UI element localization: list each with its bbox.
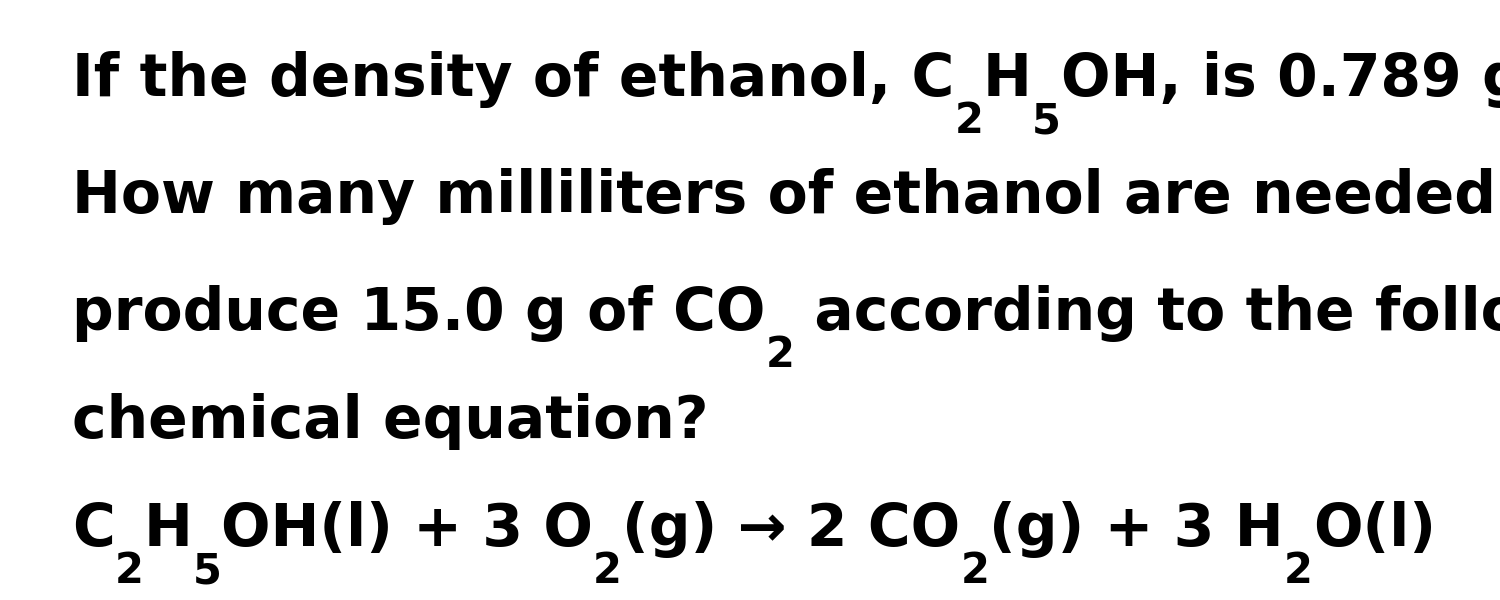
- Text: OH(l) + 3 O: OH(l) + 3 O: [222, 501, 592, 558]
- Text: 2: 2: [592, 550, 622, 592]
- Text: 2: 2: [765, 334, 795, 376]
- Text: H: H: [144, 501, 192, 558]
- Text: 5: 5: [1032, 100, 1060, 142]
- Text: (g) + 3 H: (g) + 3 H: [988, 501, 1284, 558]
- Text: 2: 2: [960, 550, 988, 592]
- Text: H: H: [982, 51, 1032, 108]
- Text: If the density of ethanol, C: If the density of ethanol, C: [72, 51, 954, 108]
- Text: 2: 2: [954, 100, 982, 142]
- Text: O(l): O(l): [1312, 501, 1436, 558]
- Text: 5: 5: [192, 550, 222, 592]
- Text: 2: 2: [1284, 550, 1312, 592]
- Text: (g) → 2 CO: (g) → 2 CO: [622, 501, 960, 558]
- Text: OH, is 0.789 g/mL.: OH, is 0.789 g/mL.: [1060, 51, 1500, 108]
- Text: produce 15.0 g of CO: produce 15.0 g of CO: [72, 285, 765, 342]
- Text: according to the following: according to the following: [795, 285, 1500, 342]
- Text: 2: 2: [114, 550, 144, 592]
- Text: chemical equation?: chemical equation?: [72, 393, 708, 450]
- Text: How many milliliters of ethanol are needed to: How many milliliters of ethanol are need…: [72, 168, 1500, 225]
- Text: C: C: [72, 501, 114, 558]
